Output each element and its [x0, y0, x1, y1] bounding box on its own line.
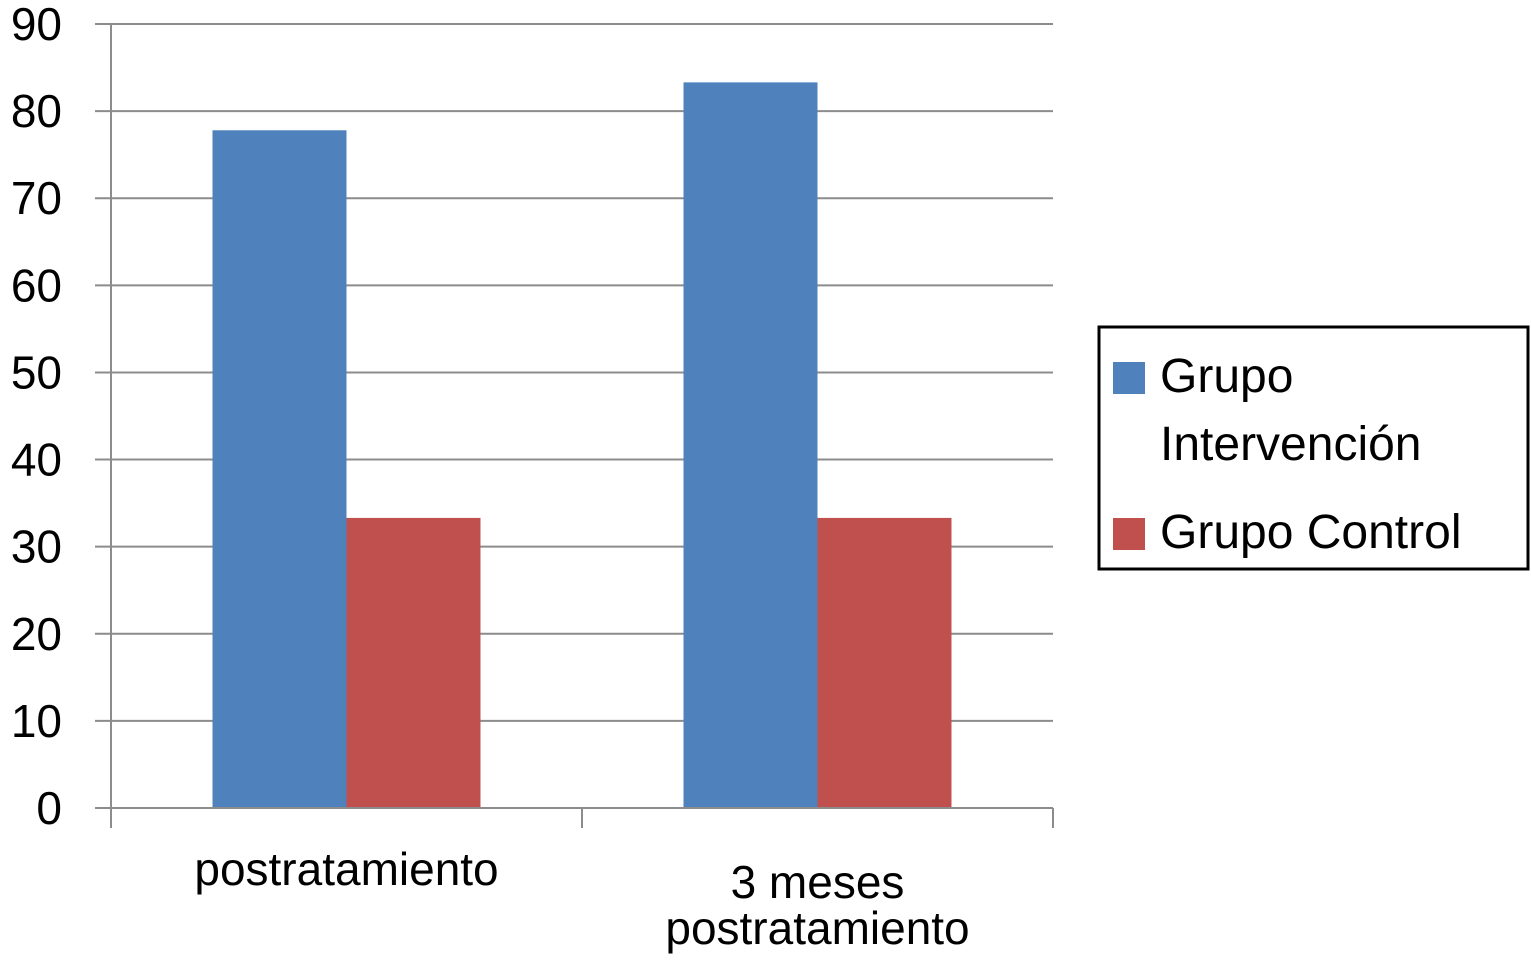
- x-tick-label: 3 meses: [731, 856, 905, 908]
- bar: [683, 82, 818, 808]
- bars: [212, 82, 952, 808]
- bar: [346, 517, 481, 808]
- y-tick-label: 10: [11, 695, 62, 747]
- y-tick-labels: 0 10 20 30 40 50 60 70 80 90: [11, 0, 62, 834]
- legend: Grupo Intervención Grupo Control: [1097, 325, 1530, 571]
- legend-box: [1097, 325, 1530, 571]
- legend-swatch: [1113, 518, 1145, 550]
- x-tick-label: postratamiento: [194, 843, 498, 895]
- legend-swatch: [1113, 362, 1145, 394]
- y-tick-label: 50: [11, 346, 62, 398]
- y-tick-label: 20: [11, 608, 62, 660]
- x-tick-label: postratamiento: [665, 902, 969, 954]
- legend-label: Grupo Control: [1160, 506, 1461, 559]
- y-tick-label: 70: [11, 172, 62, 224]
- legend-label: Intervención: [1160, 418, 1422, 471]
- y-tick-label: 80: [11, 85, 62, 137]
- legend-label: Grupo: [1160, 350, 1293, 403]
- bar: [212, 130, 347, 808]
- y-tick-label: 0: [36, 782, 62, 834]
- y-tick-label: 30: [11, 521, 62, 573]
- y-tick-label: 40: [11, 434, 62, 486]
- axes: [95, 24, 1054, 828]
- y-tick-label: 60: [11, 259, 62, 311]
- bar: [817, 517, 952, 808]
- y-tick-label: 90: [11, 0, 62, 50]
